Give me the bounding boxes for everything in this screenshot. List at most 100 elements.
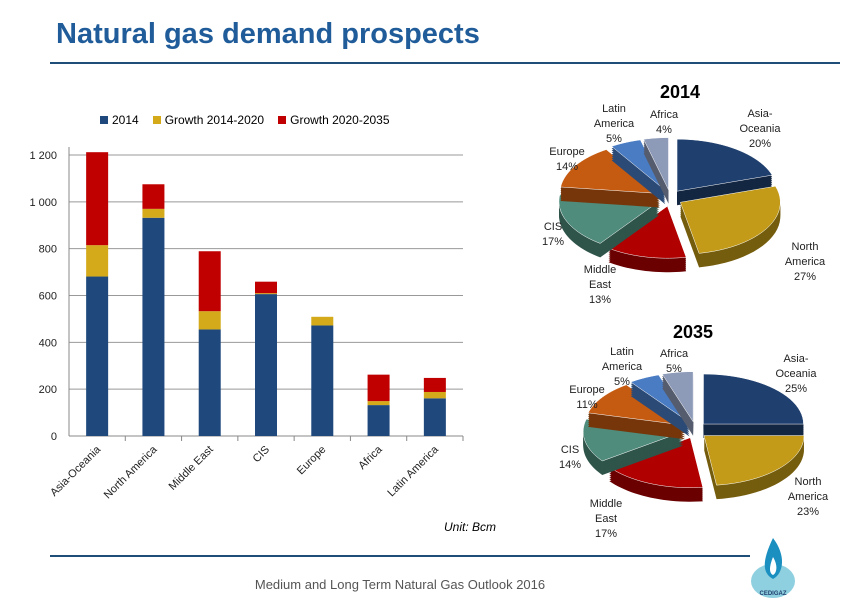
pie-label-pct: 5%	[666, 363, 682, 375]
pie-label-name: Africa	[649, 109, 679, 121]
pie-data-label: Europe 14%	[549, 145, 584, 175]
pie-slice	[560, 149, 661, 194]
bar-segment	[86, 276, 109, 436]
pie-data-label: Asia-Oceania 20%	[730, 107, 790, 152]
cedigaz-logo: CEDIGAZ	[751, 538, 795, 598]
y-tick-label: 400	[39, 337, 57, 349]
pie-label-name: North America	[784, 241, 826, 268]
pie-label-name: Africa	[659, 348, 689, 360]
pie-label-pct: 14%	[558, 459, 582, 471]
pie-label-pct: 5%	[614, 376, 630, 388]
pie-label-pct: 25%	[784, 383, 808, 395]
pie-label-name: CIS	[543, 221, 563, 233]
pie-slice	[611, 139, 666, 191]
y-tick-label: 1 000	[29, 197, 57, 209]
pie-data-label: Asia-Oceania 25%	[767, 352, 826, 397]
bar-segment	[255, 281, 277, 294]
pie-slice	[608, 437, 704, 488]
pie-label-name: Asia-Oceania	[739, 108, 781, 135]
pie-slice	[558, 194, 660, 244]
pie-data-label: Latin America 5%	[602, 345, 642, 390]
pie-chart-2014	[558, 137, 781, 273]
footer-divider	[50, 555, 750, 557]
pie-data-label: CIS 14%	[559, 443, 581, 473]
pie-label-pct: 20%	[748, 138, 772, 150]
pie-label-pct: 13%	[588, 294, 612, 306]
bar-segment	[198, 251, 221, 312]
pie-slice	[661, 371, 694, 423]
pie-data-label: Latin America 5%	[594, 102, 634, 147]
pie-data-label: CIS 17%	[542, 220, 564, 250]
pie-data-label: North America 23%	[788, 475, 828, 520]
bar-segment	[423, 377, 446, 392]
bar-segment	[198, 329, 221, 436]
x-tick-label: Latin America	[385, 443, 441, 499]
unit-label: Unit: Bcm	[444, 520, 497, 534]
pie-label-pct: 5%	[606, 133, 622, 145]
bar-chart: 0 200 400 600 800 1 000 1 200 Asia-OceaniaNorth…	[29, 147, 464, 501]
pie-label-pct: 17%	[594, 528, 618, 540]
bar-segment	[311, 325, 334, 436]
legend-item: 2014	[100, 113, 139, 127]
bar-segment	[142, 217, 165, 436]
bar-segment	[86, 245, 109, 277]
bar-segment	[311, 316, 334, 326]
bar-segment	[142, 184, 165, 209]
bar-segment	[423, 398, 446, 436]
y-tick-label: 0	[51, 431, 57, 443]
bar-segment	[142, 208, 165, 218]
pie-slice	[630, 374, 690, 423]
x-tick-label: Europe	[295, 444, 329, 478]
pie-label-name: Middle East	[583, 264, 617, 291]
pie-slice	[643, 137, 669, 190]
pie-slice	[676, 138, 773, 192]
x-tick-label: CIS	[251, 444, 272, 465]
footer-text: Medium and Long Term Natural Gas Outlook…	[254, 577, 546, 592]
pie-label-pct: 14%	[555, 161, 579, 173]
pie-label-pct: 4%	[656, 124, 672, 136]
pie-label-name: Europe	[549, 146, 585, 158]
pie-data-label: Africa 5%	[660, 347, 688, 377]
bar-segment	[86, 152, 109, 246]
pie-data-label: Europe 11%	[569, 383, 604, 413]
pie-label-pct: 27%	[793, 271, 817, 283]
bar-segment	[198, 311, 221, 330]
pie-data-label: Africa 4%	[650, 108, 678, 138]
pie-slice	[703, 435, 805, 486]
pie-2014-title: 2014	[659, 82, 701, 102]
pie-data-label: Middle East 13%	[584, 263, 616, 308]
pie-data-label: North America 27%	[785, 240, 825, 285]
bar-legend: 2014 Growth 2014-2020 Growth 2020-2035	[100, 113, 390, 127]
x-tick-label: Africa	[356, 443, 385, 472]
pie-slice	[608, 205, 687, 259]
svg-text:CEDIGAZ: CEDIGAZ	[760, 591, 787, 597]
pie-slice	[679, 185, 781, 254]
pie-data-label: Middle East 17%	[590, 497, 622, 542]
pie-label-pct: 23%	[796, 506, 820, 518]
x-tick-label: Middle East	[167, 444, 216, 493]
bar-segment	[255, 293, 277, 295]
pie-label-pct: 17%	[541, 236, 565, 248]
pie-slice	[703, 373, 804, 425]
pie-label-name: Europe	[569, 384, 605, 396]
pie-chart-2035	[582, 371, 805, 502]
pie-label-name: CIS	[560, 444, 580, 456]
pie-label-name: Asia-Oceania	[775, 353, 817, 380]
pie-label-name: Middle East	[589, 498, 623, 525]
x-tick-label: Asia-Oceania	[48, 443, 104, 499]
pie-label-name: Latin America	[601, 346, 643, 373]
y-tick-label: 1 200	[29, 150, 57, 162]
legend-item: Growth 2014-2020	[152, 113, 264, 127]
bar-segment	[423, 391, 446, 399]
pie-label-pct: 11%	[576, 399, 598, 411]
y-tick-label: 200	[39, 384, 57, 396]
y-tick-label: 800	[39, 244, 57, 256]
bar-segment	[367, 401, 390, 406]
title-divider	[50, 62, 840, 64]
bar-segment	[367, 405, 390, 436]
bar-segment	[367, 374, 390, 402]
y-tick-label: 600	[39, 291, 57, 303]
pie-label-name: Latin America	[593, 103, 635, 130]
legend-item: Growth 2020-2035	[278, 113, 390, 127]
x-tick-label: North America	[102, 443, 160, 501]
